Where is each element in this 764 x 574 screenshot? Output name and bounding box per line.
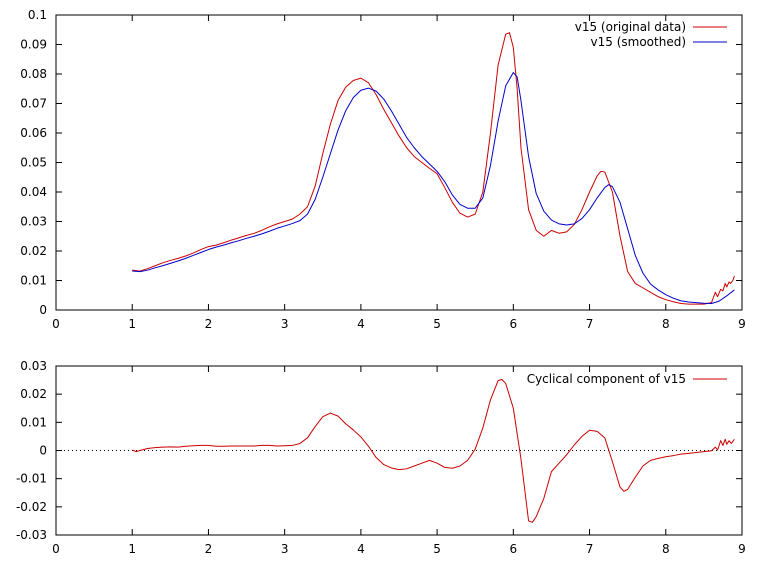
y-tick-label: 0.1 [28, 8, 47, 22]
series-line-1 [132, 379, 735, 523]
x-tick-label: 7 [586, 542, 594, 556]
x-tick-label: 8 [662, 542, 670, 556]
plot-frame [55, 365, 743, 536]
legend-label: Cyclical component of v15 [527, 372, 686, 386]
plot-frame [55, 14, 743, 311]
x-tick-label: 4 [357, 317, 365, 331]
y-tick-label: 0 [39, 303, 47, 317]
x-tick-label: 9 [738, 542, 746, 556]
series-line-2 [132, 72, 735, 305]
x-tick-label: 7 [586, 317, 594, 331]
y-tick-label: 0.01 [20, 274, 47, 288]
x-tick-label: 1 [128, 317, 136, 331]
top-chart-panel: 0 1 2 3 4 5 6 7 8 9 0 0.01 0.02 0.03 0.04 0.05 0.06 0.07 0… [20, 8, 746, 331]
y-tick-label: 0.02 [20, 244, 47, 258]
x-tick-label: 6 [510, 542, 518, 556]
y-tick-label: 0 [39, 444, 47, 458]
y-tick-label: -0.01 [16, 472, 47, 486]
x-tick-label: 5 [433, 317, 441, 331]
x-tick-label: 0 [52, 542, 60, 556]
y-tick-label: 0.09 [20, 38, 47, 52]
y-tick-label: -0.02 [16, 500, 47, 514]
x-tick-label: 2 [205, 317, 213, 331]
y-tick-label: 0.03 [20, 215, 47, 229]
y-tick-label: 0.07 [20, 97, 47, 111]
y-tick-label: 0.08 [20, 67, 47, 81]
x-tick-label: 3 [281, 317, 289, 331]
y-tick-label: -0.03 [16, 528, 47, 542]
y-tick-label: 0.03 [20, 359, 47, 373]
series-line-1 [132, 32, 735, 305]
x-tick-label: 3 [281, 542, 289, 556]
legend-label: v15 (smoothed) [591, 35, 686, 49]
y-tick-label: 0.04 [20, 185, 47, 199]
bottom-chart-panel: 0 1 2 3 4 5 6 7 8 9 -0.03 -0.02 -0.01 0 0.01 0.02 0.03 Cy… [16, 359, 746, 556]
y-tick-label: 0.06 [20, 126, 47, 140]
y-tick-label: 0.05 [20, 156, 47, 170]
x-tick-label: 1 [128, 542, 136, 556]
x-tick-label: 6 [510, 317, 518, 331]
y-tick-label: 0.02 [20, 387, 47, 401]
x-tick-label: 8 [662, 317, 670, 331]
x-tick-label: 2 [205, 542, 213, 556]
x-tick-label: 0 [52, 317, 60, 331]
x-tick-label: 4 [357, 542, 365, 556]
y-tick-label: 0.01 [20, 415, 47, 429]
x-tick-label: 5 [433, 542, 441, 556]
x-tick-label: 9 [738, 317, 746, 331]
legend-label: v15 (original data) [575, 20, 686, 34]
